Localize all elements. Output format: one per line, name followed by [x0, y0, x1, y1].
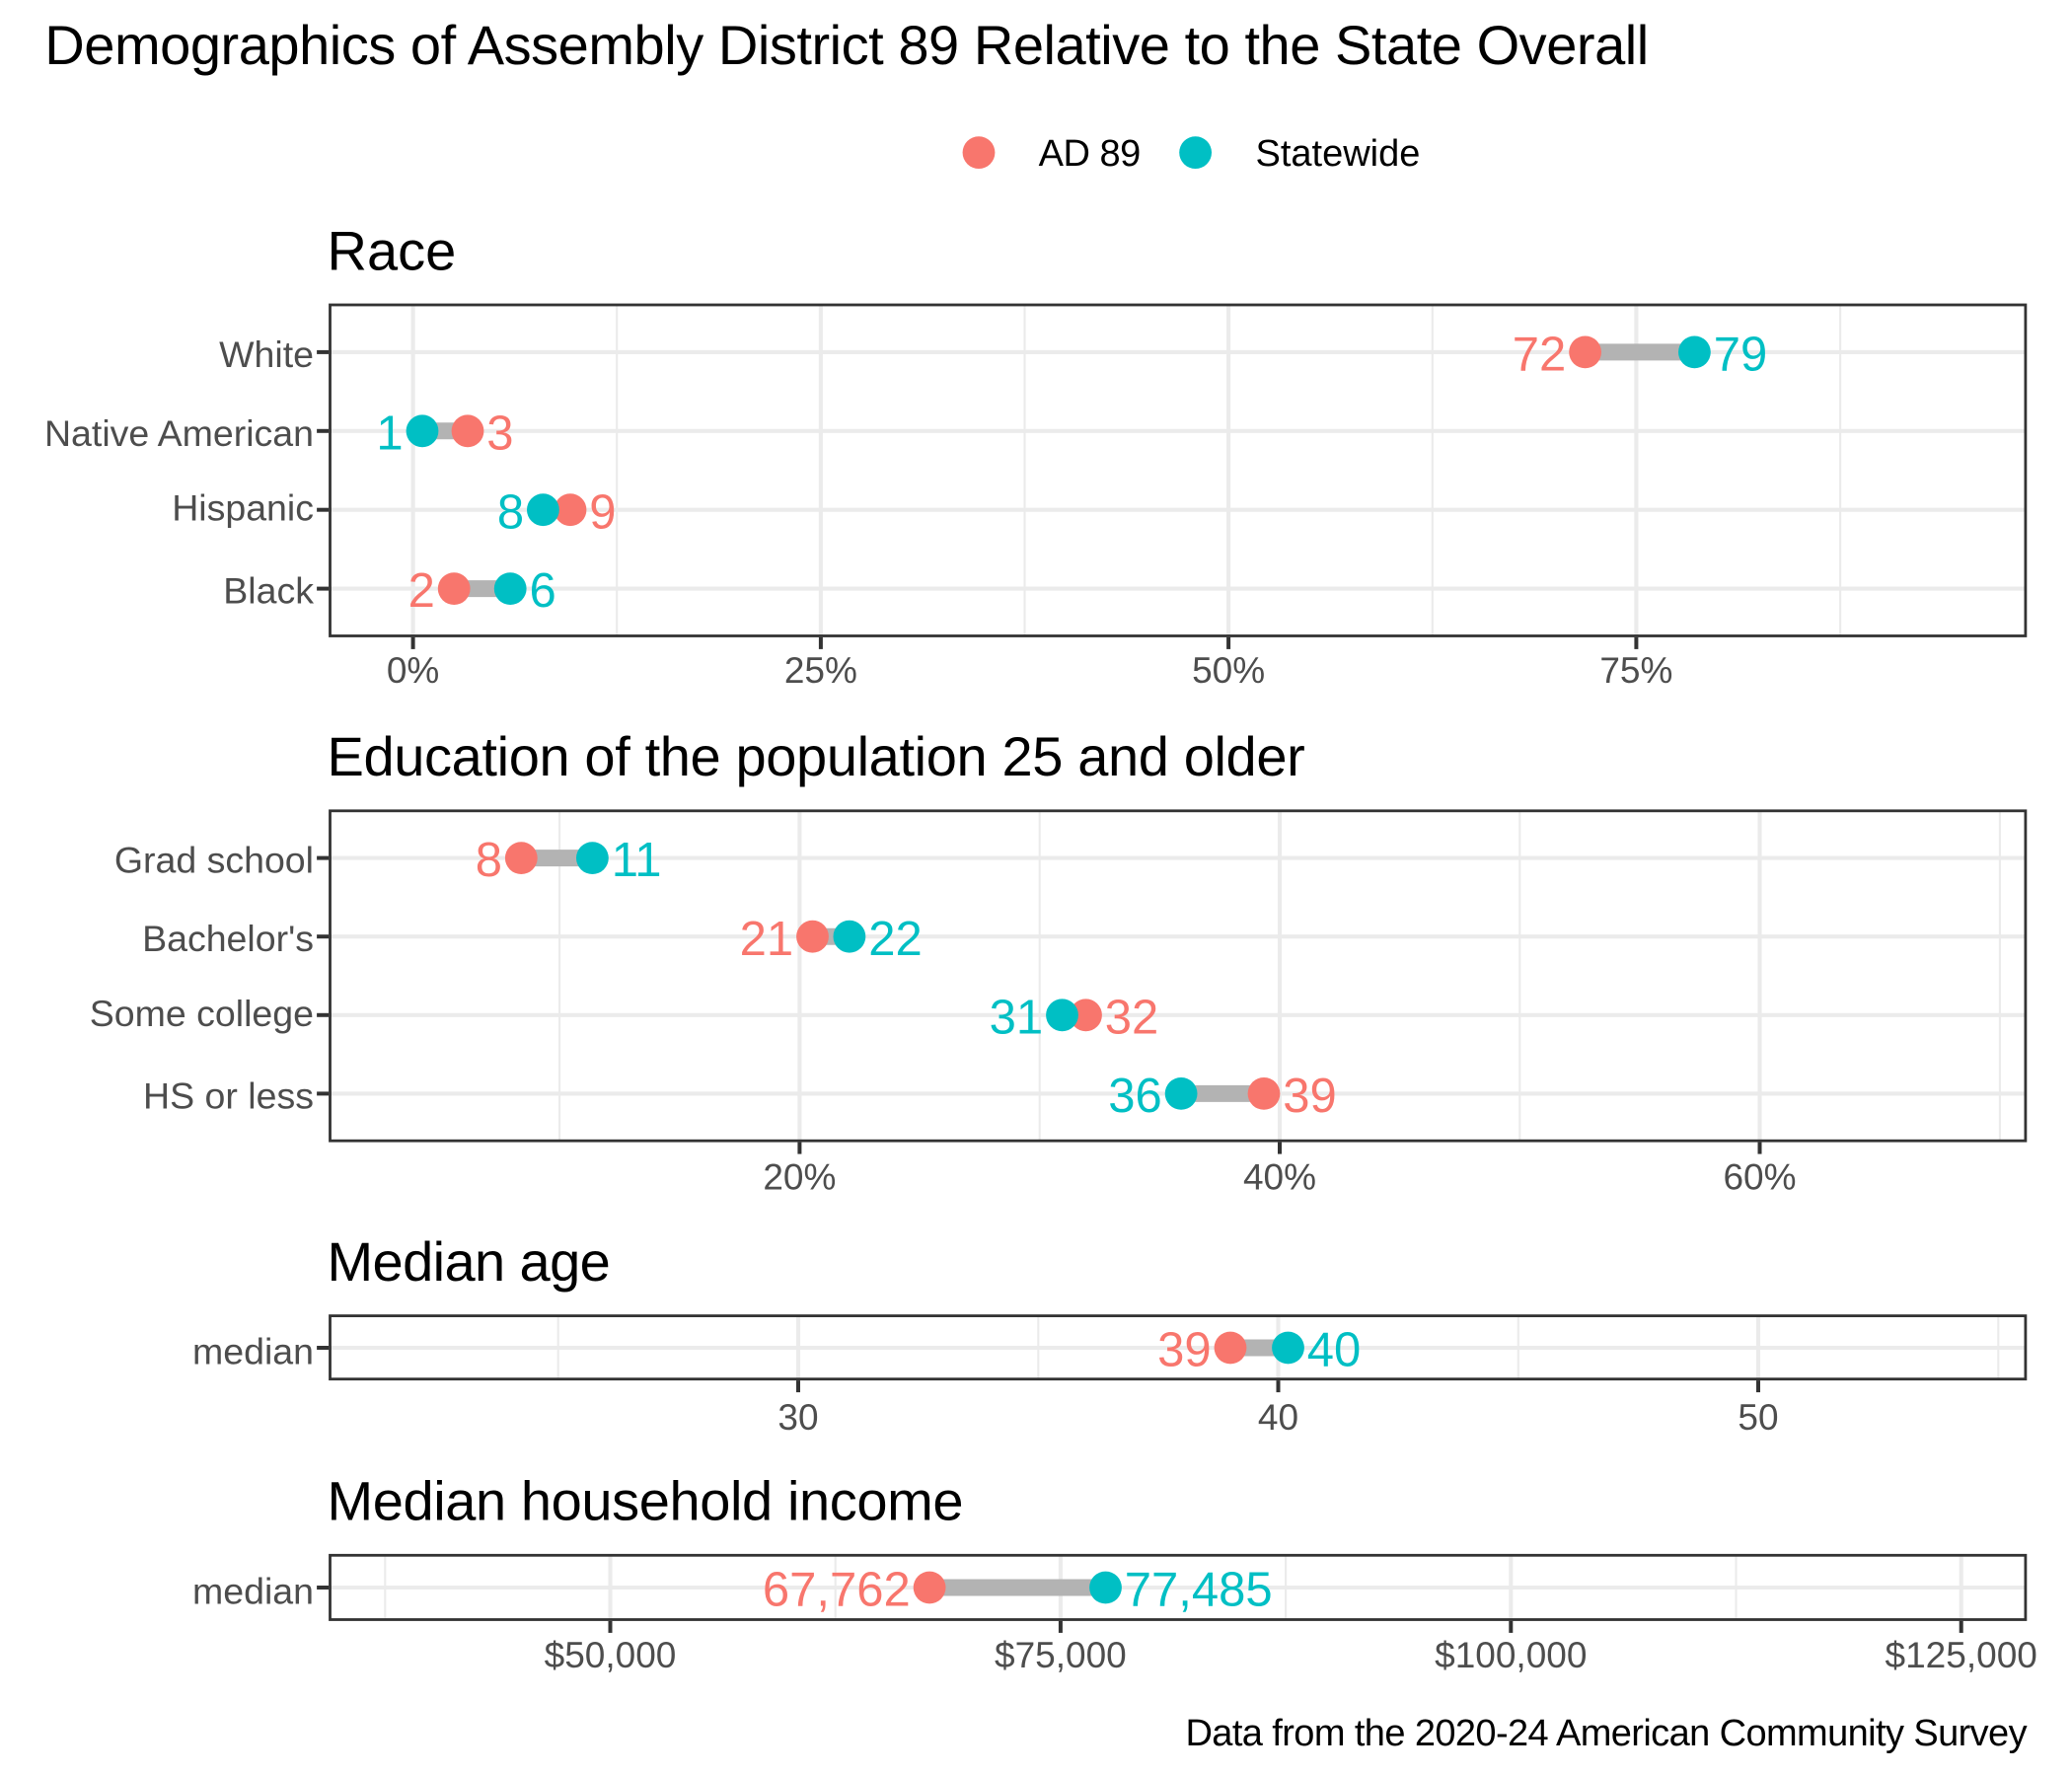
svg-text:36: 36 [1108, 1070, 1162, 1123]
svg-text:40: 40 [1258, 1397, 1298, 1438]
svg-text:67,762: 67,762 [763, 1564, 911, 1617]
svg-text:HS or less: HS or less [143, 1074, 314, 1116]
svg-text:8: 8 [497, 485, 524, 539]
svg-text:Race: Race [328, 219, 457, 281]
svg-text:White: White [219, 333, 314, 375]
svg-text:21: 21 [740, 913, 794, 966]
svg-text:Hispanic: Hispanic [172, 487, 314, 529]
svg-text:50: 50 [1738, 1397, 1778, 1438]
svg-text:39: 39 [1157, 1324, 1212, 1377]
svg-text:Median household income: Median household income [328, 1469, 964, 1531]
svg-text:$50,000: $50,000 [545, 1635, 677, 1675]
svg-text:9: 9 [589, 485, 616, 539]
svg-text:75%: 75% [1599, 650, 1672, 691]
svg-text:32: 32 [1105, 991, 1159, 1044]
svg-text:$100,000: $100,000 [1435, 1635, 1587, 1675]
svg-text:Some college: Some college [90, 993, 314, 1034]
svg-text:39: 39 [1283, 1070, 1337, 1123]
svg-text:Median age: Median age [328, 1230, 611, 1293]
svg-text:6: 6 [530, 564, 556, 618]
svg-text:Native American: Native American [44, 412, 314, 454]
svg-text:AD 89: AD 89 [1039, 133, 1141, 175]
svg-text:20%: 20% [763, 1156, 836, 1197]
svg-text:$75,000: $75,000 [995, 1635, 1127, 1675]
svg-text:2: 2 [408, 564, 435, 618]
svg-text:Education of the population 25: Education of the population 25 and older [328, 725, 1305, 787]
svg-text:31: 31 [990, 991, 1044, 1044]
svg-text:79: 79 [1714, 329, 1768, 382]
svg-text:median: median [192, 1330, 314, 1371]
svg-text:40: 40 [1307, 1324, 1362, 1377]
svg-text:median: median [192, 1570, 314, 1611]
svg-text:22: 22 [868, 913, 923, 966]
svg-text:Statewide: Statewide [1256, 133, 1421, 175]
svg-text:3: 3 [486, 407, 513, 460]
svg-text:Grad school: Grad school [114, 840, 314, 881]
svg-text:30: 30 [777, 1397, 818, 1438]
svg-text:0%: 0% [387, 650, 439, 691]
svg-text:40%: 40% [1243, 1156, 1316, 1197]
svg-text:Demographics of Assembly Distr: Demographics of Assembly District 89 Rel… [44, 14, 1648, 76]
svg-text:Data from the 2020-24 American: Data from the 2020-24 American Community… [1185, 1713, 2027, 1754]
svg-text:50%: 50% [1192, 650, 1265, 691]
svg-text:25%: 25% [784, 650, 857, 691]
svg-text:Black: Black [223, 570, 314, 612]
svg-text:$125,000: $125,000 [1886, 1635, 2037, 1675]
svg-text:1: 1 [376, 407, 403, 460]
svg-text:72: 72 [1513, 329, 1567, 382]
svg-text:11: 11 [612, 834, 662, 887]
svg-text:Bachelor's: Bachelor's [142, 918, 314, 959]
svg-text:60%: 60% [1723, 1156, 1796, 1197]
svg-text:77,485: 77,485 [1125, 1564, 1273, 1617]
svg-text:8: 8 [476, 834, 502, 887]
